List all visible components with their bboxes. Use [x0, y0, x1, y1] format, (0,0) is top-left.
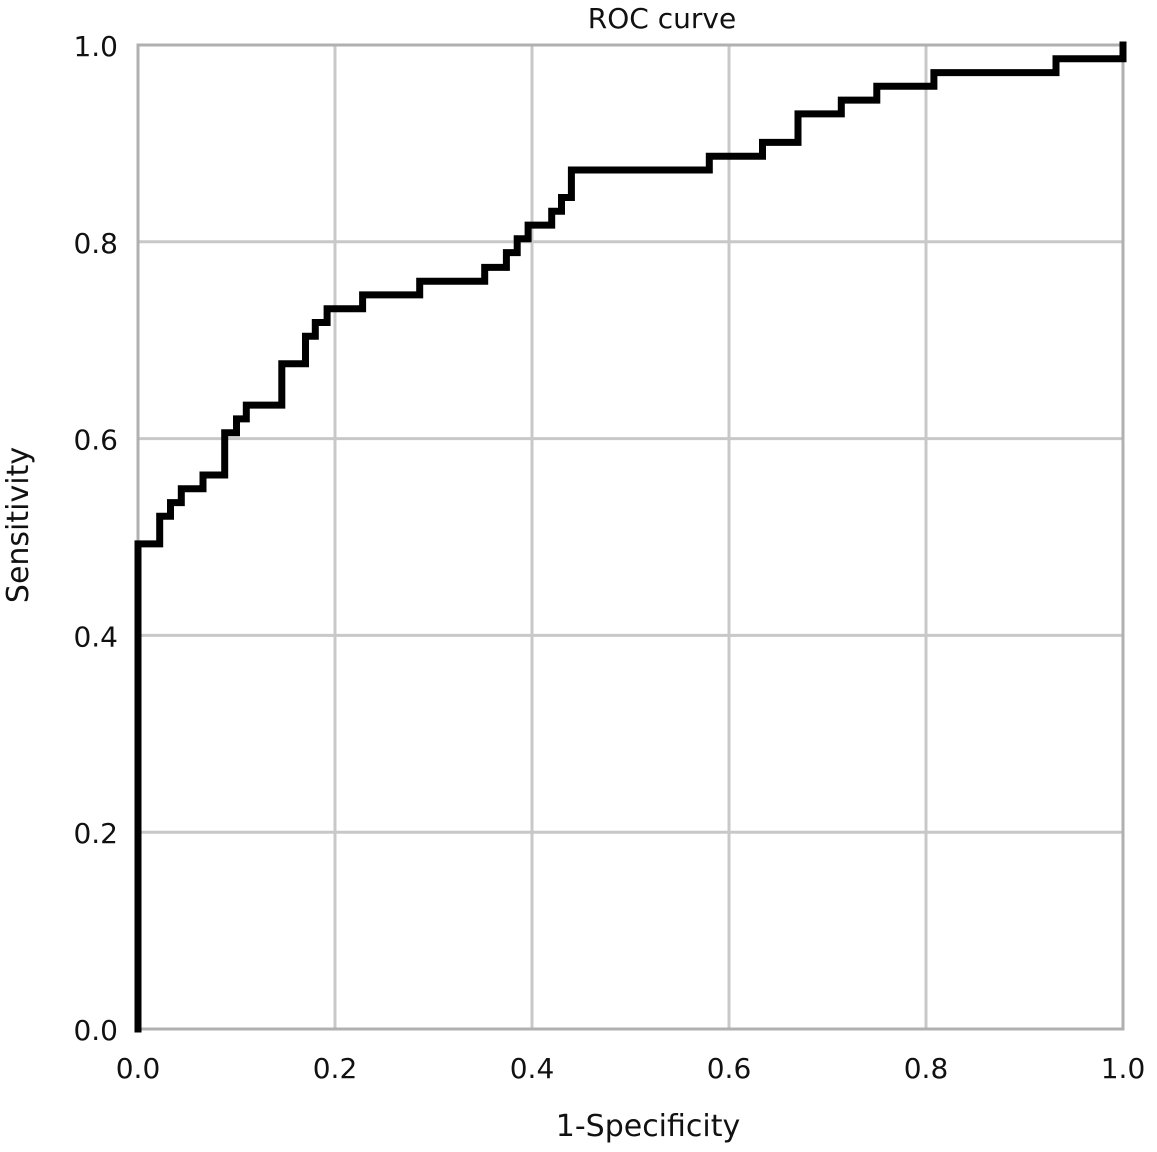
y-tick-label: 0.6 — [73, 424, 118, 457]
x-tick-label: 0.0 — [116, 1052, 161, 1085]
y-tick-label: 0.8 — [73, 227, 118, 260]
y-axis-label: Sensitivity — [1, 447, 36, 603]
roc-curve-line — [134, 41, 1127, 1033]
x-tick-label: 0.4 — [510, 1052, 555, 1085]
y-tick-label: 1.0 — [73, 30, 118, 63]
tick-labels: 0.0 0.2 0.4 0.6 0.8 1.0 0.0 0.2 0.4 0.6 0.8 1.0 — [73, 30, 1145, 1085]
grid-lines — [136, 43, 1125, 1031]
y-tick-label: 0.0 — [73, 1014, 118, 1047]
x-axis-label: 1-Specificity — [556, 1109, 741, 1144]
x-tick-label: 0.6 — [707, 1052, 752, 1085]
plot-frame — [136, 43, 1125, 1031]
chart-title: ROC curve — [588, 2, 736, 35]
y-tick-label: 0.2 — [73, 817, 118, 850]
y-tick-label: 0.4 — [73, 620, 118, 653]
x-tick-label: 0.8 — [904, 1052, 949, 1085]
x-tick-label: 0.2 — [313, 1052, 358, 1085]
x-tick-label: 1.0 — [1101, 1052, 1146, 1085]
